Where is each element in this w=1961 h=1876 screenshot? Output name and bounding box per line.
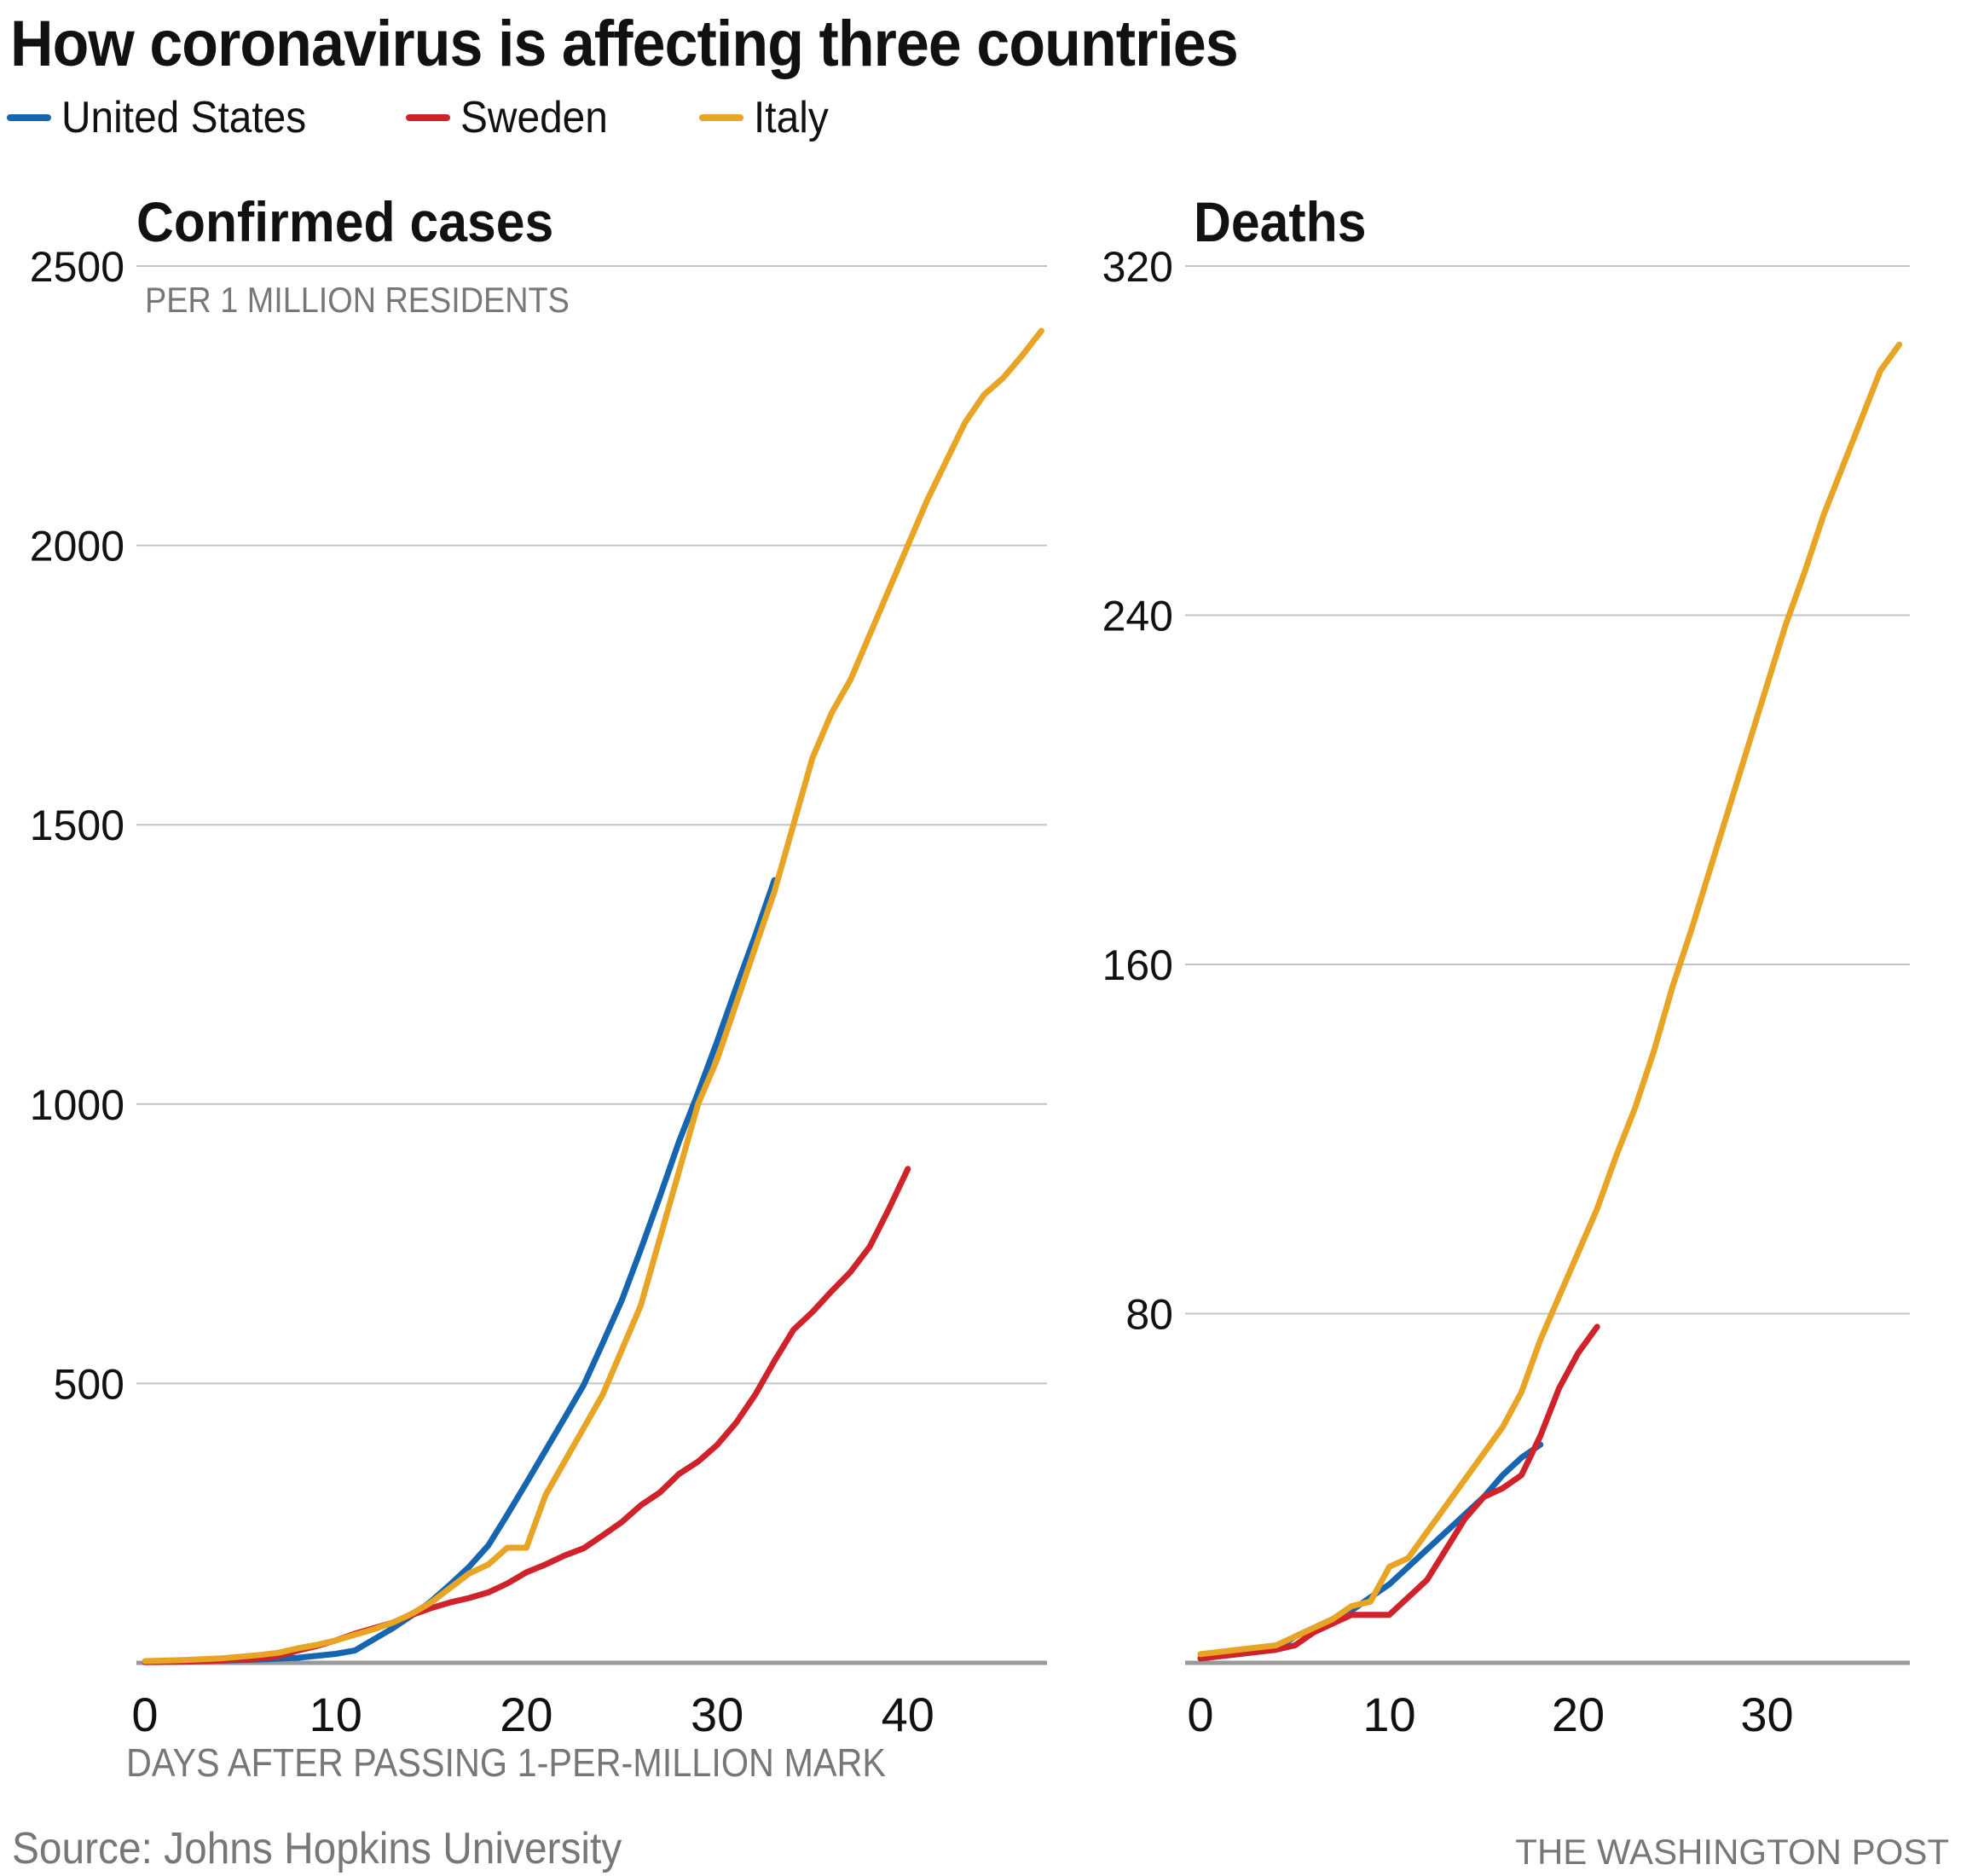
publisher-credit: THE WASHINGTON POST [1515, 1832, 1949, 1872]
deaths-x-tick-label: 20 [1552, 1688, 1605, 1741]
legend: United States Sweden Italy [7, 92, 913, 143]
deaths-series-italy [1197, 341, 1903, 1658]
cases-chart: 500 1000 1500 2000 2500 0 10 20 30 40 [30, 243, 1047, 1741]
legend-item-us: United States [7, 92, 327, 143]
deaths-y-tick-label: 240 [1102, 593, 1173, 640]
deaths-y-tick-label: 160 [1102, 941, 1173, 989]
cases-chart-subtitle: PER 1 MILLION RESIDENTS [145, 280, 570, 320]
deaths-x-tick-label: 0 [1187, 1688, 1213, 1741]
legend-item-italy: Italy [699, 92, 835, 143]
deaths-y-tick-label: 320 [1102, 243, 1173, 291]
cases-x-axis-label: DAYS AFTER PASSING 1-PER-MILLION MARK [126, 1740, 887, 1785]
legend-label-sweden: Sweden [460, 93, 609, 142]
legend-swatch-sweden [406, 114, 451, 121]
legend-label-us: United States [61, 93, 307, 142]
deaths-x-tick-label: 30 [1740, 1688, 1793, 1741]
legend-item-sweden: Sweden [406, 92, 621, 143]
deaths-series-sweden [1197, 1323, 1600, 1662]
cases-x-tick-label: 30 [691, 1688, 743, 1741]
cases-x-tick-label: 40 [882, 1688, 934, 1741]
cases-x-tick-label: 0 [131, 1688, 158, 1741]
cases-x-tick-label: 10 [309, 1688, 362, 1741]
cases-y-tick-label: 1000 [30, 1081, 124, 1129]
cases-series-italy [142, 327, 1044, 1665]
deaths-x-tick-label: 10 [1362, 1688, 1415, 1741]
cases-y-tick-label: 500 [54, 1360, 124, 1408]
legend-swatch-italy [699, 114, 744, 121]
cases-y-tick-label: 2500 [30, 243, 124, 291]
cases-chart-title: Confirmed cases [136, 190, 554, 253]
cases-x-tick-label: 20 [500, 1688, 552, 1741]
cases-series-united-states [142, 877, 778, 1665]
page-title: How coronavirus is affecting three count… [10, 8, 1239, 80]
deaths-series-united-states [1197, 1441, 1544, 1662]
source-note: Source: Johns Hopkins University [12, 1824, 622, 1873]
cases-y-tick-label: 2000 [30, 523, 124, 570]
cases-y-tick-label: 1500 [30, 802, 124, 849]
legend-swatch-us [7, 114, 51, 121]
deaths-chart: 80 160 240 320 0 10 20 30 [1102, 243, 1910, 1741]
legend-label-italy: Italy [754, 93, 829, 142]
deaths-y-tick-label: 80 [1125, 1291, 1173, 1339]
cases-series-sweden [142, 1166, 911, 1665]
deaths-chart-title: Deaths [1194, 190, 1367, 253]
